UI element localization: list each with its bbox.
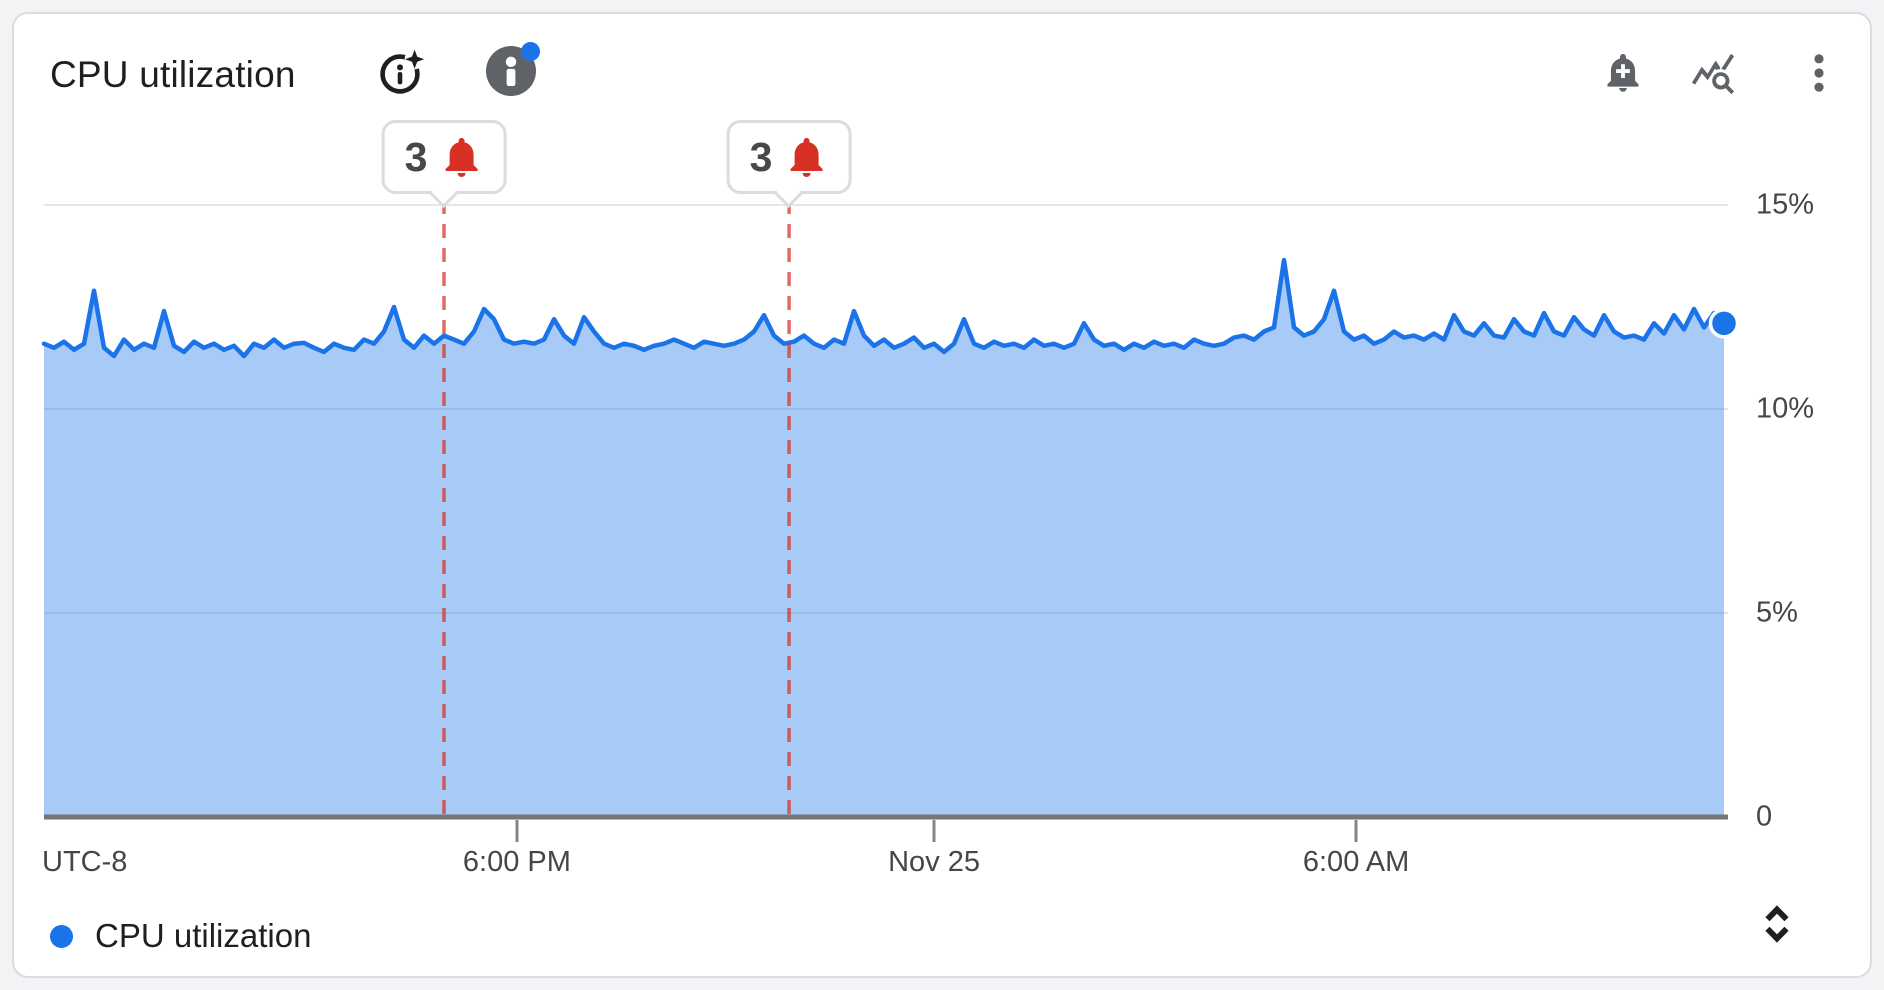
- alert-dashed-lines: [442, 200, 791, 817]
- legend-label: CPU utilization: [95, 917, 312, 954]
- unfold-more-icon[interactable]: [1751, 896, 1803, 952]
- timezone-label: UTC-8: [42, 846, 128, 878]
- notification-dot: [521, 42, 540, 61]
- legend[interactable]: CPU utilization: [50, 917, 311, 955]
- query-stats-icon[interactable]: [1690, 50, 1736, 96]
- series-fill-area: [44, 260, 1724, 818]
- latest-value-marker: [1708, 308, 1740, 339]
- chart-plot-area[interactable]: [41, 162, 1740, 820]
- alert-bell-icon: [790, 138, 823, 177]
- info-notification-badge[interactable]: [486, 42, 540, 96]
- y-axis-tick-label: 10%: [1756, 392, 1815, 425]
- chart-title: CPU utilization: [50, 54, 296, 95]
- x-axis-tick-label: Nov 25: [888, 846, 981, 878]
- x-axis-tick-mark: [515, 820, 519, 842]
- add-alert-bell-plus-icon[interactable]: [1600, 50, 1646, 96]
- cpu-utilization-chart-card: CPU utilization: [12, 12, 1872, 978]
- legend-color-dot: [50, 924, 73, 948]
- x-axis-tick-mark: [932, 820, 936, 842]
- x-axis-tick-label: 6:00 AM: [1302, 846, 1410, 878]
- gridlines: [44, 204, 1728, 614]
- alert-bell-icon: [445, 138, 478, 177]
- y-axis-tick-label: 0: [1756, 800, 1773, 833]
- x-axis-tick-mark: [1354, 820, 1358, 842]
- kebab-menu-icon[interactable]: [1796, 50, 1842, 96]
- alert-incident-badge[interactable]: 3: [726, 120, 852, 209]
- insights-sparkle-info-icon[interactable]: [378, 48, 426, 96]
- y-axis-tick-label: 5%: [1756, 596, 1798, 629]
- x-axis-tick-label: 6:00 PM: [462, 846, 571, 878]
- alert-count: 3: [404, 133, 428, 180]
- alert-count: 3: [749, 133, 773, 180]
- y-axis-tick-label: 15%: [1756, 188, 1815, 221]
- alert-incident-badge[interactable]: 3: [381, 120, 507, 209]
- series-line: [41, 257, 1727, 359]
- area-chart-svg: [41, 200, 1740, 820]
